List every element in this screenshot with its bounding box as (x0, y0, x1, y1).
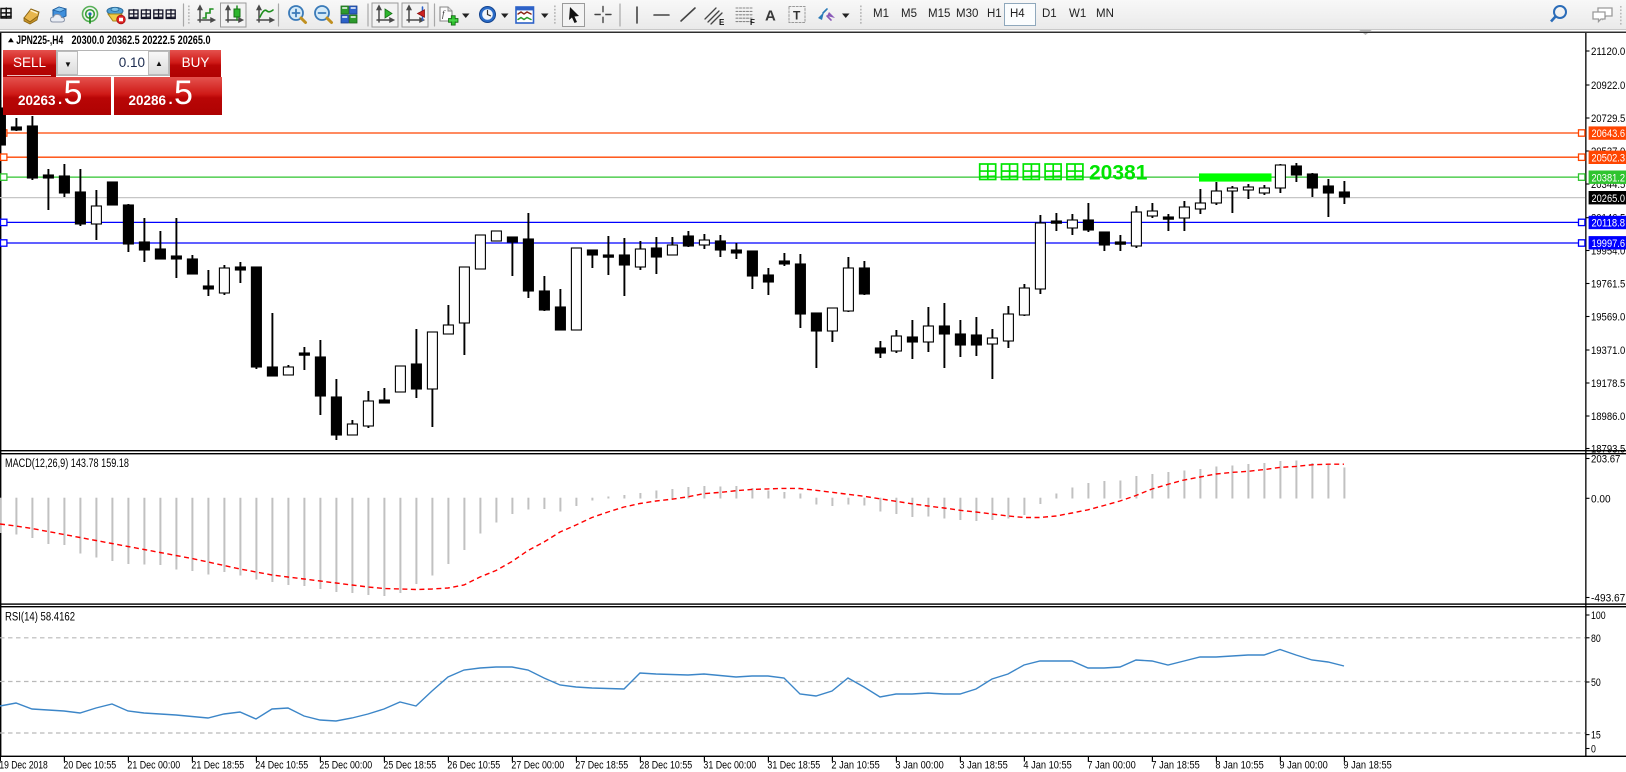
svg-text:19569.0: 19569.0 (1591, 312, 1625, 324)
svg-text:50: 50 (1591, 677, 1601, 689)
svg-text:3 Jan 18:55: 3 Jan 18:55 (959, 760, 1007, 772)
svg-text:JPN225-,H4: JPN225-,H4 (16, 33, 63, 47)
svg-text:18793.5: 18793.5 (1591, 444, 1625, 456)
svg-text:19761.5: 19761.5 (1591, 279, 1625, 291)
svg-text:20118.8: 20118.8 (1592, 218, 1626, 230)
svg-text:26 Dec 10:55: 26 Dec 10:55 (447, 760, 500, 772)
svg-text:E: E (719, 18, 725, 27)
svg-text:20922.0: 20922.0 (1591, 80, 1625, 92)
svg-text:9 Jan 18:55: 9 Jan 18:55 (1343, 760, 1391, 772)
svg-text:21 Dec 18:55: 21 Dec 18:55 (191, 760, 244, 772)
svg-text:19997.6: 19997.6 (1592, 238, 1626, 250)
svg-text:21 Dec 00:00: 21 Dec 00:00 (127, 760, 180, 772)
svg-text:19178.5: 19178.5 (1591, 378, 1625, 390)
svg-text:25 Dec 18:55: 25 Dec 18:55 (383, 760, 436, 772)
svg-text:A: A (765, 8, 776, 25)
svg-text:8 Jan 10:55: 8 Jan 10:55 (1215, 760, 1263, 772)
svg-text:203.67: 203.67 (1591, 454, 1620, 466)
svg-text:7 Jan 00:00: 7 Jan 00:00 (1087, 760, 1135, 772)
svg-text:20643.6: 20643.6 (1592, 128, 1626, 140)
svg-text:9 Jan 00:00: 9 Jan 00:00 (1279, 760, 1327, 772)
svg-text:20729.5: 20729.5 (1591, 113, 1625, 125)
svg-text:20265.0: 20265.0 (1592, 193, 1626, 205)
svg-text:20300.0 20362.5 20222.5 20265.: 20300.0 20362.5 20222.5 20265.0 (72, 33, 211, 47)
svg-text:31 Dec 18:55: 31 Dec 18:55 (767, 760, 820, 772)
svg-text:24 Dec 10:55: 24 Dec 10:55 (255, 760, 308, 772)
svg-text:20381: 20381 (1089, 162, 1148, 185)
svg-text:20381.2: 20381.2 (1592, 172, 1626, 184)
svg-text:MACD(12,26,9) 143.78 159.18: MACD(12,26,9) 143.78 159.18 (5, 458, 129, 470)
svg-text:2 Jan 10:55: 2 Jan 10:55 (831, 760, 879, 772)
svg-text:RSI(14) 58.4162: RSI(14) 58.4162 (5, 612, 75, 624)
svg-text:7 Jan 18:55: 7 Jan 18:55 (1151, 760, 1199, 772)
svg-text:0: 0 (1591, 744, 1596, 756)
svg-text:27 Dec 00:00: 27 Dec 00:00 (511, 760, 564, 772)
svg-text:T: T (793, 9, 801, 23)
svg-text:f: f (442, 9, 446, 19)
svg-text:15: 15 (1591, 730, 1601, 742)
svg-text:0.00: 0.00 (1591, 493, 1611, 505)
svg-text:31 Dec 00:00: 31 Dec 00:00 (703, 760, 756, 772)
svg-text:25 Dec 00:00: 25 Dec 00:00 (319, 760, 372, 772)
svg-text:F: F (750, 18, 755, 27)
svg-text:100: 100 (1591, 610, 1606, 622)
svg-text:-493.67: -493.67 (1591, 593, 1625, 605)
svg-text:21120.0: 21120.0 (1591, 46, 1625, 58)
svg-text:27 Dec 18:55: 27 Dec 18:55 (575, 760, 628, 772)
svg-text:19 Dec 2018: 19 Dec 2018 (0, 760, 48, 772)
svg-text:80: 80 (1591, 633, 1601, 645)
svg-text:3 Jan 00:00: 3 Jan 00:00 (895, 760, 943, 772)
svg-text:18986.0: 18986.0 (1591, 411, 1625, 423)
svg-text:28 Dec 10:55: 28 Dec 10:55 (639, 760, 692, 772)
svg-text:20502.3: 20502.3 (1592, 152, 1626, 164)
svg-text:19371.0: 19371.0 (1591, 345, 1625, 357)
svg-text:20 Dec 10:55: 20 Dec 10:55 (63, 760, 116, 772)
svg-text:4 Jan 10:55: 4 Jan 10:55 (1023, 760, 1071, 772)
